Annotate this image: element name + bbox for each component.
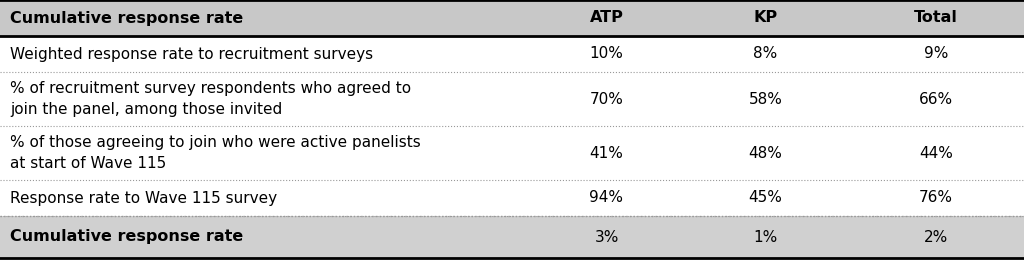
Bar	[0, 36, 1024, 72]
Bar	[0, 0, 1024, 36]
Text: 48%: 48%	[749, 145, 782, 161]
Text: 94%: 94%	[590, 191, 624, 205]
Text: ATP: ATP	[590, 11, 624, 26]
Text: 66%: 66%	[919, 92, 953, 106]
Text: 9%: 9%	[924, 46, 948, 62]
Text: 76%: 76%	[919, 191, 953, 205]
Text: 1%: 1%	[754, 229, 777, 244]
Text: 3%: 3%	[594, 229, 618, 244]
Text: Total: Total	[914, 11, 957, 26]
Bar	[0, 216, 1024, 258]
Text: Cumulative response rate: Cumulative response rate	[10, 11, 244, 26]
Text: 58%: 58%	[749, 92, 782, 106]
Text: % of recruitment survey respondents who agreed to
join the panel, among those in: % of recruitment survey respondents who …	[10, 81, 411, 117]
Bar	[0, 72, 1024, 126]
Text: Response rate to Wave 115 survey: Response rate to Wave 115 survey	[10, 191, 278, 205]
Text: KP: KP	[754, 11, 777, 26]
Text: Cumulative response rate: Cumulative response rate	[10, 229, 244, 244]
Text: 70%: 70%	[590, 92, 624, 106]
Text: Weighted response rate to recruitment surveys: Weighted response rate to recruitment su…	[10, 46, 373, 62]
Text: 8%: 8%	[754, 46, 777, 62]
Text: 2%: 2%	[924, 229, 948, 244]
Text: % of those agreeing to join who were active panelists
at start of Wave 115: % of those agreeing to join who were act…	[10, 135, 421, 171]
Text: 41%: 41%	[590, 145, 624, 161]
Bar	[0, 126, 1024, 180]
Text: 45%: 45%	[749, 191, 782, 205]
Text: 10%: 10%	[590, 46, 624, 62]
Text: 44%: 44%	[920, 145, 953, 161]
Bar	[0, 180, 1024, 216]
